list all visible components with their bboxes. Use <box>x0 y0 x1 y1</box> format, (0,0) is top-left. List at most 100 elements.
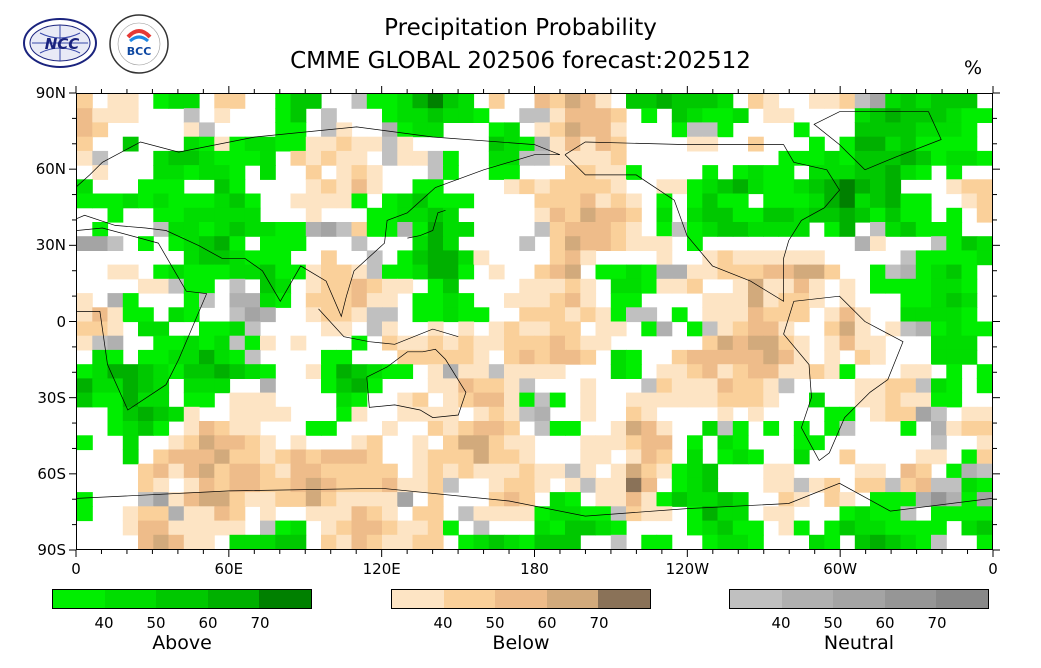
probability-cell <box>748 165 764 180</box>
probability-cell <box>504 150 520 166</box>
probability-cell <box>397 193 414 209</box>
probability-map <box>76 93 993 550</box>
colorbar-swatch <box>392 590 444 608</box>
probability-cell <box>183 193 200 209</box>
probability-cell <box>885 477 902 493</box>
probability-cell <box>199 435 215 451</box>
probability-cell <box>458 335 475 351</box>
probability-cell <box>946 335 963 351</box>
colorbar-swatch <box>833 590 885 608</box>
probability-cell <box>412 520 429 536</box>
probability-cell <box>610 421 627 436</box>
probability-cell <box>961 463 978 479</box>
probability-cell <box>351 165 368 180</box>
probability-cell <box>595 136 612 152</box>
probability-cell <box>107 335 124 351</box>
probability-cell <box>732 250 749 266</box>
probability-cell <box>305 463 322 479</box>
probability-cell <box>854 534 871 549</box>
indonesia-coastline <box>318 308 459 345</box>
probability-cell <box>931 108 947 123</box>
probability-cell <box>565 193 581 209</box>
probability-cell <box>961 307 978 323</box>
probability-cell <box>946 421 963 436</box>
probability-cell <box>412 335 429 351</box>
ncc-logo: NCC <box>23 18 97 68</box>
probability-cell <box>199 136 215 152</box>
probability-cell <box>519 463 536 479</box>
probability-cell <box>107 94 124 109</box>
probability-cell <box>366 278 383 294</box>
probability-cell <box>595 108 612 123</box>
lat-label: 90N <box>35 84 66 102</box>
probability-cell <box>305 477 322 493</box>
probability-cell <box>595 165 612 180</box>
probability-cell <box>321 463 337 479</box>
probability-cell <box>153 335 170 351</box>
probability-cell <box>412 463 429 479</box>
probability-cell <box>412 250 429 266</box>
probability-cell <box>229 406 246 422</box>
probability-cell <box>488 364 505 379</box>
probability-cell <box>656 222 673 237</box>
probability-cell <box>732 392 749 408</box>
probability-cell <box>732 293 749 308</box>
probability-cell <box>671 378 688 394</box>
colorbar-swatch <box>884 590 937 608</box>
probability-cell <box>244 264 261 280</box>
probability-cell <box>153 364 170 379</box>
probability-cell <box>473 378 490 394</box>
probability-cell <box>732 349 749 365</box>
probability-cell <box>732 165 749 180</box>
probability-cell <box>519 534 536 549</box>
probability-cell <box>778 165 795 180</box>
probability-cell <box>199 520 215 536</box>
probability-cell <box>260 165 276 180</box>
probability-cell <box>565 293 581 308</box>
probability-cell <box>290 492 307 507</box>
probability-cell <box>854 477 871 493</box>
probability-cell <box>473 108 490 123</box>
probability-cell <box>809 435 825 451</box>
greenland-coastline <box>813 111 942 171</box>
probability-cell <box>321 307 337 323</box>
probability-cell <box>748 136 764 152</box>
probability-cell <box>199 477 215 493</box>
probability-cell <box>595 477 612 493</box>
probability-cell <box>336 492 353 507</box>
probability-cell <box>366 94 383 109</box>
probability-cell <box>214 364 231 379</box>
probability-cell <box>214 222 231 237</box>
probability-cell <box>915 94 932 109</box>
probability-cell <box>641 278 658 294</box>
probability-cell <box>595 94 612 109</box>
probability-cell <box>366 520 383 536</box>
probability-cell <box>839 193 856 209</box>
probability-cell <box>793 207 810 223</box>
probability-cell <box>504 378 520 394</box>
probability-cell <box>778 349 795 365</box>
probability-cell <box>351 150 368 166</box>
probability-cell <box>687 94 703 109</box>
probability-cell <box>534 321 551 337</box>
probability-cell <box>748 94 764 109</box>
probability-cell <box>626 392 642 408</box>
probability-cell <box>122 435 139 451</box>
probability-cell <box>534 207 551 223</box>
probability-cell <box>366 207 383 223</box>
probability-cell <box>473 335 490 351</box>
probability-cell <box>473 364 490 379</box>
probability-cell <box>168 165 185 180</box>
probability-cell <box>565 492 581 507</box>
probability-cell <box>183 108 200 123</box>
probability-cell <box>122 264 139 280</box>
probability-cell <box>976 179 992 195</box>
colorbar-tick-label: 40 <box>94 614 114 632</box>
probability-cell <box>321 264 337 280</box>
probability-cell <box>900 122 917 138</box>
probability-cell <box>443 477 459 493</box>
probability-cell <box>641 406 658 422</box>
probability-cell <box>565 236 581 251</box>
probability-cell <box>336 349 353 365</box>
